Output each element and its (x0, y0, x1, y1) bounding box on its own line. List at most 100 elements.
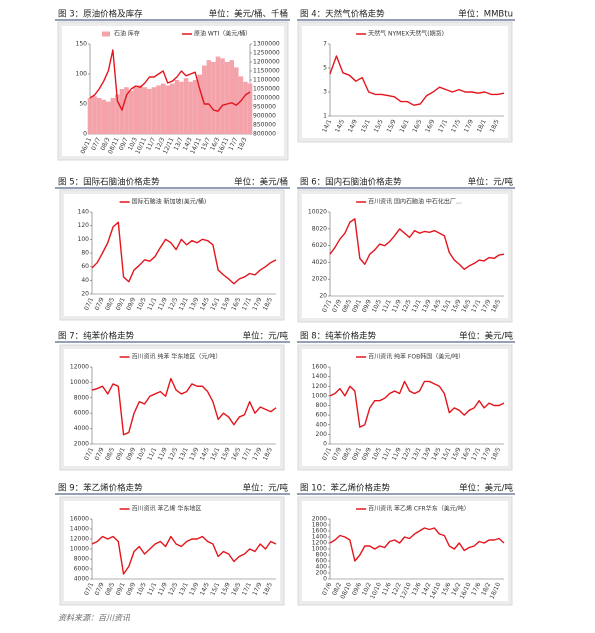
bar (160, 83, 166, 134)
y-tick-label: 600 (316, 558, 328, 565)
y-tick-label: 120 (78, 222, 90, 229)
y-tick-label: 0 (83, 131, 87, 138)
y-tick-label: 5 (323, 65, 327, 72)
y-tick-label: 1000 (312, 546, 327, 553)
bar (179, 81, 184, 134)
y-tick-label: 10000 (70, 379, 89, 386)
bar (238, 76, 244, 134)
figure-caption: 图 7：纯苯价格走势 (58, 331, 135, 342)
y-tick-label: 100 (78, 236, 90, 243)
y-tick-label: 8020 (312, 225, 327, 232)
bar (142, 87, 148, 134)
y-tick-label: 1600 (312, 364, 327, 371)
bar (224, 62, 230, 134)
bar (128, 90, 134, 134)
y-tick-label: 0 (323, 576, 327, 583)
y-tick-label: 12000 (70, 536, 89, 543)
bar (188, 81, 193, 134)
bar (165, 85, 170, 134)
bar (220, 58, 225, 134)
y2-tick-label: 1000000 (253, 95, 280, 102)
figure-unit: 单位：元/吨 (468, 177, 514, 188)
legend-label: 百川资讯 纯苯 FOB韩国（美元/吨） (368, 353, 464, 361)
legend-label: 天然气 NYMEX天然气(期货) (368, 30, 444, 38)
bar (138, 85, 143, 134)
bar (234, 67, 239, 134)
bar (101, 99, 106, 134)
y-tick-label: 2020 (312, 276, 327, 283)
bar (243, 81, 248, 134)
y-tick-label: 800 (316, 552, 328, 559)
legend-label: 百川资讯 国内石脑油 中石化出厂… (368, 198, 462, 206)
y-tick-label: 1 (323, 113, 327, 120)
y-tick-label: 1600 (312, 528, 327, 535)
figure-unit: 单位：美元/桶 (234, 177, 288, 188)
legend-label: 百川资讯 纯苯 华东地区（元/吨） (132, 353, 222, 361)
y-tick-label: 1400 (312, 373, 327, 380)
y-tick-label: 400 (316, 564, 328, 571)
y-tick-label: 16000 (70, 516, 89, 523)
y-tick-label: 20 (319, 293, 327, 300)
legend-label: 百川资讯 苯乙烯 华东地区 (132, 505, 202, 513)
price-line (329, 380, 505, 428)
bar (87, 98, 93, 134)
figure-caption: 图 3：原油价格及库存 (58, 9, 143, 20)
plot-area (64, 194, 280, 316)
y-tick-label: 200 (316, 431, 328, 438)
y2-tick-label: 950000 (253, 104, 276, 111)
y-tick-label: 1800 (312, 522, 327, 529)
y-tick-label: 4020 (312, 259, 327, 266)
y2-tick-label: 800000 (253, 131, 276, 138)
figure-caption: 图 4：天然气价格走势 (300, 9, 385, 20)
y-tick-label: 10020 (308, 209, 327, 216)
y-tick-label: 10000 (70, 546, 89, 553)
figure-unit: 单位：元/吨 (243, 483, 289, 494)
price-line (89, 49, 251, 112)
y-tick-label: 7 (323, 41, 327, 48)
y2-tick-label: 1100000 (253, 77, 280, 84)
figure-caption: 图 5：国际石脑油价格走势 (58, 177, 160, 188)
y-tick-label: 100 (76, 71, 88, 78)
bar (147, 89, 152, 134)
bar (202, 65, 207, 134)
y-tick-label: 2000 (312, 516, 327, 523)
price-line (329, 218, 505, 270)
y2-tick-label: 1250000 (253, 50, 280, 57)
y-tick-label: 400 (316, 421, 328, 428)
bar (192, 80, 198, 134)
figure-caption: 图 10：苯乙烯价格走势 (300, 483, 391, 494)
figure-unit: 单位：元/吨 (243, 331, 289, 342)
bar (206, 60, 212, 135)
y-tick-label: 0 (323, 441, 327, 448)
bar (124, 87, 129, 134)
plot-area (302, 194, 508, 318)
y-tick-label: 50 (79, 101, 87, 108)
y-tick-label: 12000 (70, 364, 89, 371)
bar (215, 56, 221, 134)
bar (156, 85, 161, 134)
bar (92, 96, 97, 134)
price-line (329, 55, 505, 106)
bar (229, 60, 234, 135)
price-line (91, 221, 277, 285)
bar (247, 83, 253, 134)
legend-swatch (102, 31, 110, 37)
y-tick-label: 1200 (312, 383, 327, 390)
figure-unit: 单位：MMBtu (458, 9, 513, 20)
y2-tick-label: 1300000 (253, 41, 280, 48)
bar (151, 87, 157, 134)
figure-unit: 单位：美元/吨 (459, 331, 513, 342)
y-tick-label: 60 (81, 263, 89, 270)
y-tick-label: 600 (316, 412, 328, 419)
legend-label: 国际石脑油 新加坡(美元/桶) (132, 198, 207, 206)
y2-tick-label: 1050000 (253, 86, 280, 93)
price-line (329, 527, 505, 562)
bar (197, 74, 202, 134)
y-tick-label: 200 (316, 570, 328, 577)
bar (106, 101, 111, 134)
plot-area (302, 26, 508, 138)
legend-label: 石油 库存 (114, 30, 140, 38)
legend-label: 原油 WTI（美元/桶） (194, 30, 251, 38)
y-tick-label: 4000 (74, 425, 89, 432)
